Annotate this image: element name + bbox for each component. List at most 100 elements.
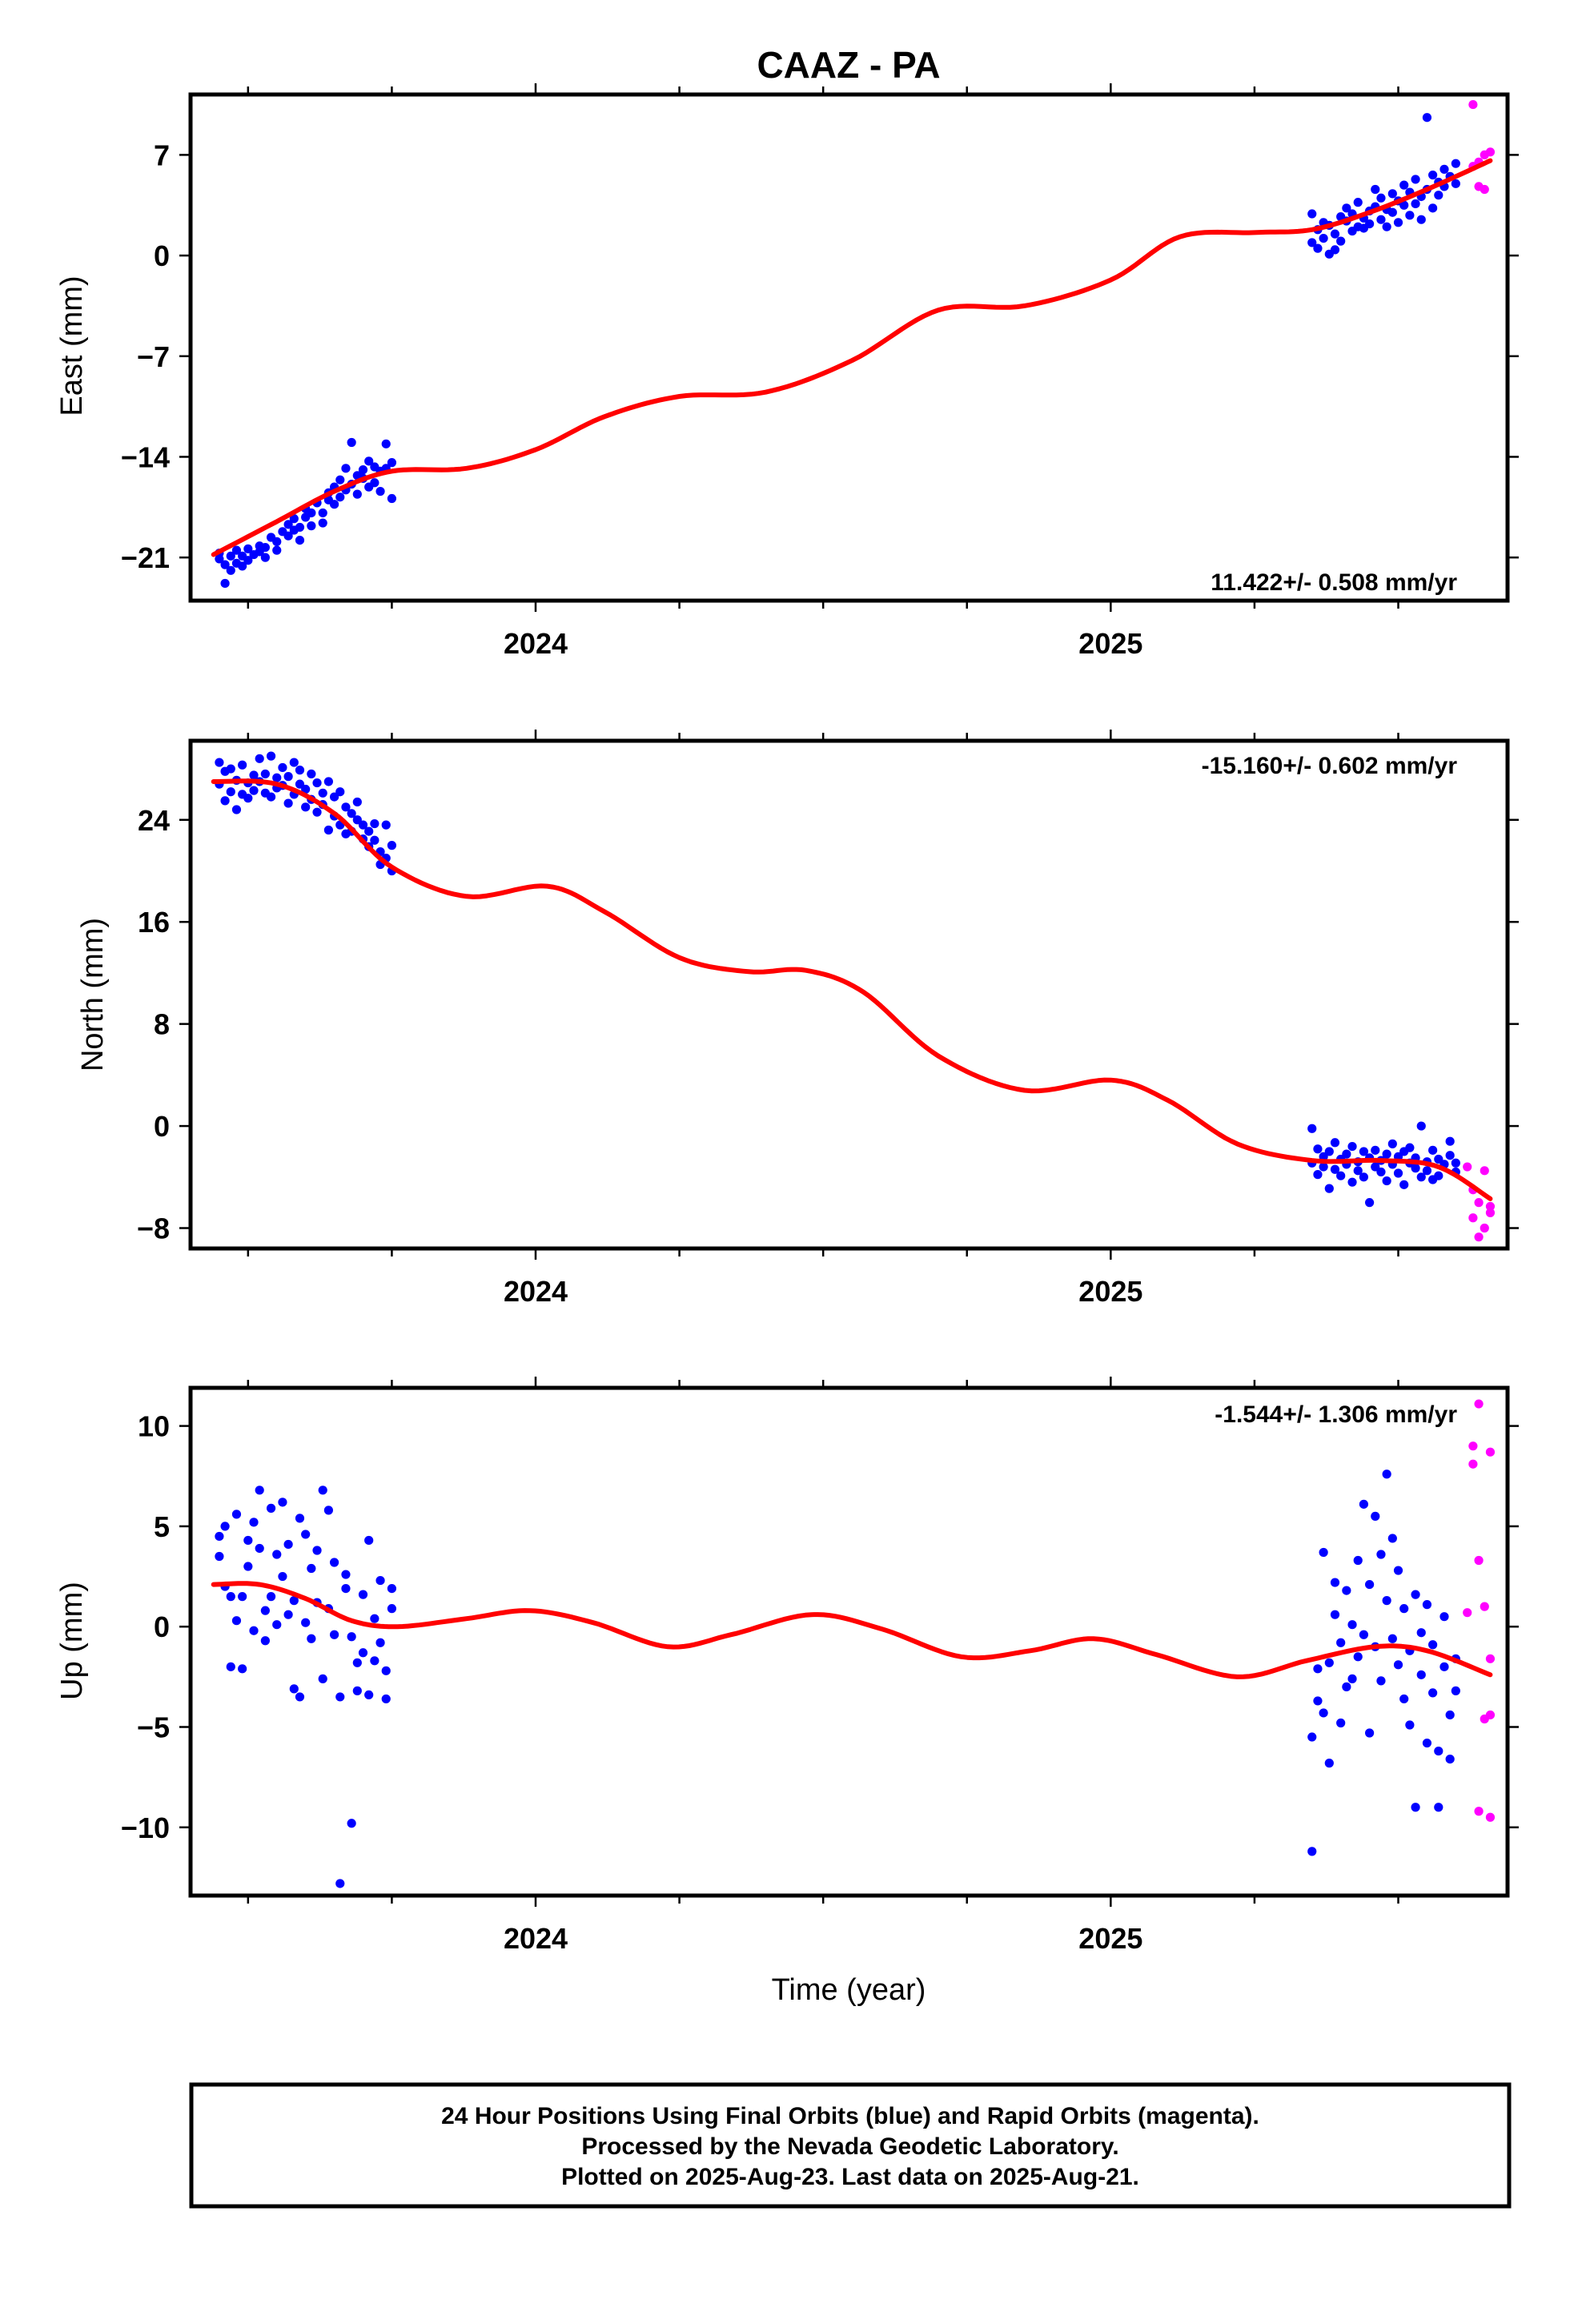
footer-line-2: Processed by the Nevada Geodetic Laborat… <box>581 2133 1118 2160</box>
up-data-point <box>375 1638 385 1647</box>
east-data-point <box>387 493 397 504</box>
up-data-point <box>266 1592 276 1602</box>
north-data-point <box>1342 1149 1351 1159</box>
north-data-point <box>1434 1171 1443 1180</box>
up-data-point <box>266 1503 276 1513</box>
east-data-point <box>307 521 316 531</box>
north-data-point <box>278 762 287 773</box>
north-data-point <box>1324 1147 1334 1156</box>
up-data-point <box>283 1539 293 1550</box>
up-data-point <box>1393 1660 1403 1670</box>
east-data-point <box>1313 243 1323 253</box>
north-data-point <box>226 764 235 774</box>
north-data-point <box>1371 1145 1380 1155</box>
east-data-point <box>1307 209 1317 219</box>
north-xtick-label: 2025 <box>1078 1275 1142 1308</box>
east-data-point <box>1387 207 1397 217</box>
up-xtick-label: 2024 <box>504 1922 568 1955</box>
north-data-point <box>1393 1168 1403 1178</box>
up-plot-frame <box>188 1385 1510 1898</box>
east-data-point <box>1416 215 1426 224</box>
up-data-point <box>1336 1638 1346 1647</box>
up-data-point <box>220 1522 230 1531</box>
up-data-point <box>272 1620 282 1630</box>
north-series-rapid <box>1463 1162 1496 1242</box>
up-data-point <box>1307 1732 1317 1742</box>
up-data-point <box>307 1634 316 1643</box>
north-data-point <box>231 805 242 814</box>
north-data-point <box>1319 1162 1328 1172</box>
east-rate-label: 11.422+/- 0.508 mm/yr <box>1211 569 1457 596</box>
up-data-point <box>226 1662 235 1671</box>
north-data-point <box>1347 1141 1357 1152</box>
up-data-point <box>1387 1634 1397 1643</box>
east-data-point <box>1387 189 1397 199</box>
up-data-point <box>226 1592 235 1602</box>
east-data-point <box>318 518 327 528</box>
up-data-point <box>1405 1720 1415 1730</box>
east-data-point <box>272 545 282 555</box>
up-data-point <box>1324 1759 1334 1768</box>
north-data-point <box>1416 1172 1426 1182</box>
up-data-point <box>1319 1547 1328 1558</box>
east-data-point <box>260 542 270 553</box>
north-data-point <box>352 815 362 825</box>
up-data-point <box>1307 1847 1317 1856</box>
up-data-point <box>301 1530 311 1539</box>
east-data-point <box>1382 222 1391 231</box>
east-data-point <box>1399 200 1409 210</box>
north-data-point <box>283 772 293 782</box>
east-y-axis-label: East (mm) <box>55 275 89 416</box>
up-data-point <box>1399 1604 1409 1614</box>
up-data-point <box>1376 1676 1386 1686</box>
north-data-point <box>1434 1154 1443 1164</box>
up-data-point <box>1319 1708 1328 1718</box>
east-data-point <box>1439 164 1449 174</box>
north-data-point <box>249 770 259 780</box>
north-data-point <box>238 760 247 770</box>
up-data-point <box>370 1656 379 1666</box>
up-data-point <box>295 1692 305 1702</box>
north-data-point <box>307 769 316 779</box>
up-data-point <box>283 1610 293 1619</box>
up-data-point <box>1382 1596 1391 1606</box>
north-data-point <box>1480 1223 1489 1233</box>
up-series-rapid <box>1463 1399 1496 1822</box>
north-data-point <box>370 835 379 845</box>
north-data-point <box>1399 1180 1409 1189</box>
north-data-point <box>352 797 362 807</box>
north-data-point <box>1330 1164 1340 1174</box>
east-data-point <box>272 537 282 546</box>
up-data-point <box>1342 1682 1351 1691</box>
east-data-point <box>364 456 374 466</box>
footer-box: 24 Hour Positions Using Final Orbits (bl… <box>189 2082 1512 2209</box>
up-data-point <box>381 1666 391 1675</box>
east-data-point <box>226 565 235 575</box>
north-data-point <box>1364 1198 1375 1208</box>
east-ytick-label: 0 <box>154 239 170 272</box>
north-data-point <box>318 788 327 798</box>
up-data-point <box>318 1486 327 1495</box>
up-data-point <box>341 1570 351 1579</box>
north-data-point <box>1445 1151 1455 1160</box>
up-data-point <box>1463 1608 1472 1618</box>
north-ytick-label: 8 <box>154 1008 170 1041</box>
east-data-point <box>1411 199 1420 209</box>
up-data-point <box>1313 1696 1323 1706</box>
up-rate-label: -1.544+/- 1.306 mm/yr <box>1215 1401 1457 1428</box>
north-data-point <box>1485 1208 1496 1217</box>
north-data-point <box>323 777 334 786</box>
east-data-point <box>307 508 316 518</box>
up-data-point <box>231 1510 242 1519</box>
up-data-point <box>364 1535 374 1546</box>
east-data-point <box>1451 179 1460 188</box>
up-data-point <box>260 1606 270 1615</box>
north-xtick-label: 2024 <box>504 1275 568 1308</box>
up-data-point <box>307 1563 316 1574</box>
up-data-point <box>347 1819 356 1828</box>
north-data-point <box>1474 1232 1484 1242</box>
east-ytick-label: −14 <box>121 440 170 473</box>
up-data-point <box>1485 1447 1496 1457</box>
up-data-point <box>375 1575 385 1586</box>
